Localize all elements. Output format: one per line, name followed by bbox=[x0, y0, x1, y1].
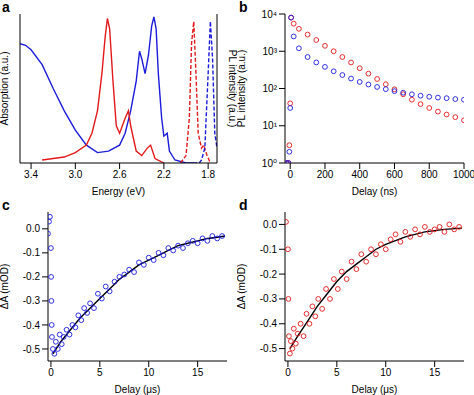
html-text:c: c bbox=[2, 197, 10, 213]
svg-text:2.2: 2.2 bbox=[157, 169, 171, 180]
svg-text:Delay (μs): Delay (μs) bbox=[115, 384, 161, 395]
svg-text:10: 10 bbox=[143, 367, 155, 378]
svg-text:400: 400 bbox=[351, 169, 368, 180]
svg-text:-0.4: -0.4 bbox=[23, 320, 41, 331]
svg-text:2.6: 2.6 bbox=[113, 169, 127, 180]
svg-text:-0.3: -0.3 bbox=[23, 295, 41, 306]
svg-text:15: 15 bbox=[192, 367, 204, 378]
svg-text:Delay (μs): Delay (μs) bbox=[352, 384, 398, 395]
svg-text:15: 15 bbox=[429, 367, 441, 378]
svg-text:3.0: 3.0 bbox=[68, 169, 82, 180]
svg-text:-0.2: -0.2 bbox=[260, 269, 278, 280]
svg-text:-0.5: -0.5 bbox=[23, 344, 41, 355]
html-text:b: b bbox=[239, 0, 248, 15]
svg-text:-0.2: -0.2 bbox=[23, 271, 41, 282]
svg-text:ΔA (mOD): ΔA (mOD) bbox=[8, 264, 10, 310]
svg-text:0: 0 bbox=[48, 367, 54, 378]
svg-text:5: 5 bbox=[97, 367, 103, 378]
html-text:d: d bbox=[239, 197, 248, 213]
svg-text:PL intensity (a.u.): PL intensity (a.u.) bbox=[227, 50, 237, 127]
svg-text:1000: 1000 bbox=[453, 169, 466, 180]
svg-text:-0.3: -0.3 bbox=[260, 293, 278, 304]
svg-text:800: 800 bbox=[421, 169, 438, 180]
svg-text:1.8: 1.8 bbox=[201, 169, 215, 180]
svg-text:200: 200 bbox=[317, 169, 334, 180]
svg-text:Absorption (a.u.): Absorption (a.u.) bbox=[8, 52, 10, 126]
svg-text:10: 10 bbox=[380, 367, 392, 378]
svg-text:-0.1: -0.1 bbox=[23, 247, 41, 258]
svg-text:3.4: 3.4 bbox=[24, 169, 38, 180]
svg-text:10⁴: 10⁴ bbox=[262, 9, 277, 20]
svg-text:-0.5: -0.5 bbox=[260, 343, 278, 354]
svg-text:Delay (ns): Delay (ns) bbox=[352, 186, 398, 197]
svg-text:ΔA (mOD): ΔA (mOD) bbox=[237, 264, 247, 310]
svg-text:0: 0 bbox=[285, 367, 291, 378]
html-text:a: a bbox=[2, 0, 10, 15]
svg-text:-0.4: -0.4 bbox=[260, 318, 278, 329]
svg-text:PL intensity (a.u.): PL intensity (a.u.) bbox=[237, 50, 247, 127]
svg-text:0.0: 0.0 bbox=[263, 219, 277, 230]
svg-text:0: 0 bbox=[287, 169, 293, 180]
svg-text:10³: 10³ bbox=[263, 46, 278, 57]
svg-text:5: 5 bbox=[334, 367, 340, 378]
svg-text:10⁰: 10⁰ bbox=[262, 158, 277, 169]
svg-text:10¹: 10¹ bbox=[263, 120, 278, 131]
svg-text:10²: 10² bbox=[263, 83, 278, 94]
svg-text:0.0: 0.0 bbox=[26, 223, 40, 234]
svg-text:Energy (eV): Energy (eV) bbox=[92, 186, 145, 197]
svg-text:600: 600 bbox=[386, 169, 403, 180]
svg-text:-0.1: -0.1 bbox=[260, 244, 278, 255]
